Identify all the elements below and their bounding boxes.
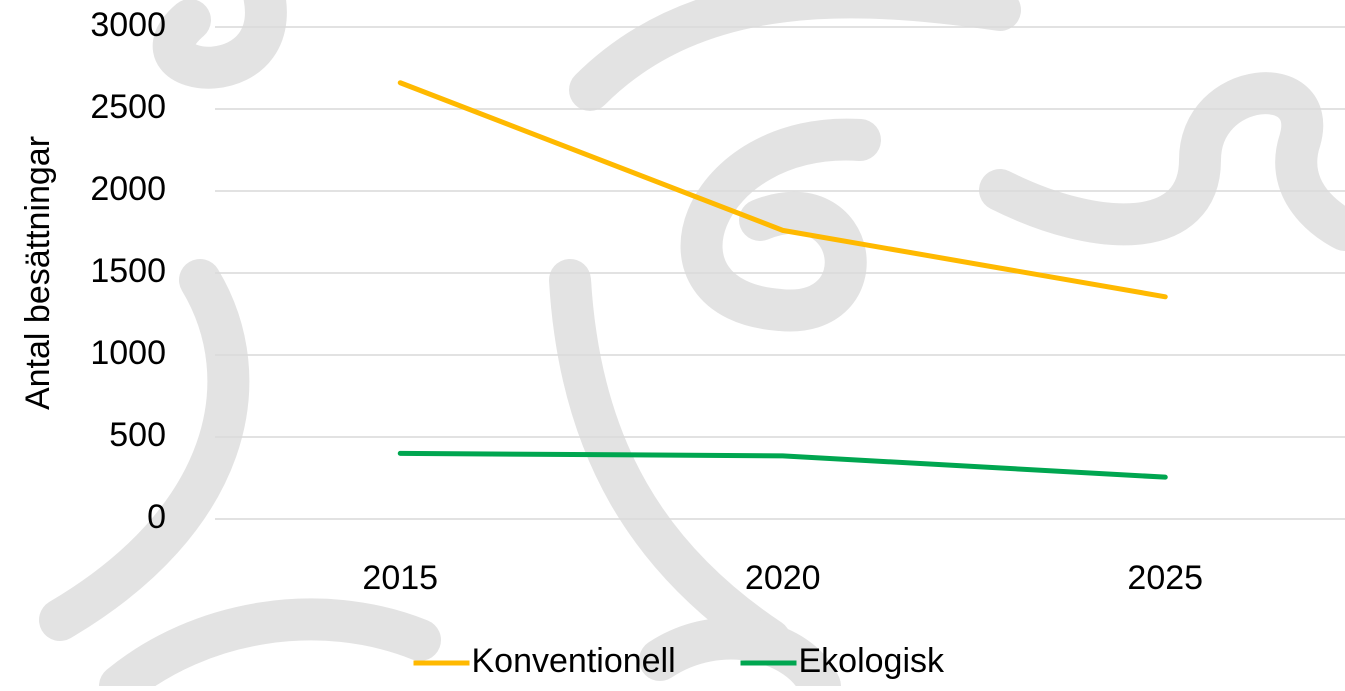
x-tick-label: 2020 — [745, 559, 821, 597]
series-line — [397, 450, 1168, 480]
y-tick-label: 2500 — [90, 88, 166, 126]
legend-label: Konventionell — [472, 642, 676, 680]
y-tick-label: 3000 — [90, 6, 166, 44]
series-line — [397, 80, 1168, 300]
x-tick-label: 2015 — [362, 559, 438, 597]
y-tick-label: 500 — [109, 416, 166, 454]
y-tick-label: 1500 — [90, 252, 166, 290]
watermark — [39, 0, 1345, 691]
y-tick-label: 2000 — [90, 170, 166, 208]
y-tick-label: 0 — [147, 498, 166, 536]
y-axis-label: Antal besättningar — [19, 136, 57, 410]
y-tick-label: 1000 — [90, 334, 166, 372]
legend-label: Ekologisk — [799, 642, 946, 680]
x-tick-label: 2025 — [1127, 559, 1203, 597]
